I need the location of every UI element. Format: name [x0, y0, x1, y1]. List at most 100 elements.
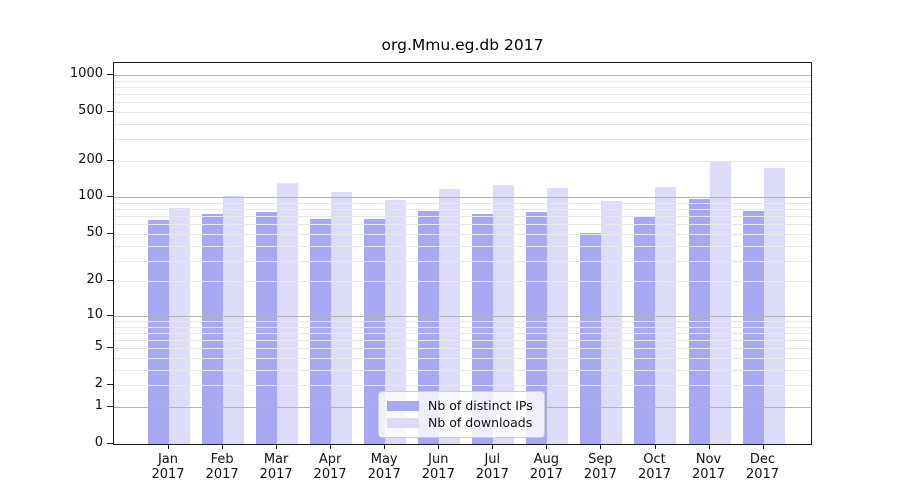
x-tick-mark [330, 445, 332, 449]
bar-apr-downloads [331, 192, 353, 444]
y-tick-label: 2 [94, 376, 103, 392]
y-tick-label: 1 [94, 398, 103, 413]
gridline-major [114, 197, 811, 199]
y-tick-label: 200 [78, 151, 103, 167]
x-tick-label-apr: Apr 2017 [313, 452, 347, 482]
gridline-minor [114, 385, 811, 387]
y-tick-mark [107, 196, 113, 198]
bar-sep-downloads [601, 201, 623, 444]
gridline-minor [114, 209, 811, 211]
x-tick-mark [762, 445, 764, 449]
legend: Nb of distinct IPs Nb of downloads [378, 391, 545, 438]
bar-jan-downloads [169, 207, 190, 444]
y-tick-mark [107, 406, 113, 407]
gridline-minor [114, 160, 811, 162]
gridline-minor [114, 245, 811, 247]
plot-area [113, 62, 812, 445]
gridline-minor [114, 123, 811, 125]
gridline-minor [114, 260, 811, 262]
x-tick-mark [546, 445, 548, 449]
bar-mar-distinct-ips [256, 211, 278, 444]
y-tick-label: 500 [78, 102, 103, 118]
bar-jul-distinct-ips [472, 214, 494, 444]
gridline-minor [114, 111, 811, 113]
bar-feb-distinct-ips [202, 214, 224, 444]
x-tick-mark [222, 445, 224, 449]
x-tick-label-jul: Jul 2017 [475, 452, 509, 482]
bar-jan-distinct-ips [148, 220, 169, 444]
x-tick-label-feb: Feb 2017 [205, 452, 239, 482]
y-tick-label: 0 [94, 435, 103, 450]
gridline-major [114, 74, 811, 76]
gridline-minor [114, 348, 811, 350]
x-tick-label-oct: Oct 2017 [637, 452, 672, 482]
bar-feb-downloads [223, 196, 245, 444]
gridline-major [114, 315, 811, 317]
legend-swatch-downloads [387, 418, 419, 429]
x-tick-mark [654, 445, 656, 449]
bar-dec-downloads [763, 167, 785, 444]
legend-swatch-distinct-ips [387, 400, 419, 411]
y-tick-mark [107, 110, 113, 112]
bar-oct-downloads [655, 186, 677, 444]
bar-mar-downloads [277, 183, 299, 444]
x-tick-mark [438, 445, 440, 449]
gridline-minor [114, 80, 811, 82]
gridline-minor [114, 224, 811, 226]
x-tick-mark [708, 445, 710, 449]
x-tick-mark [168, 445, 169, 449]
gridline-minor [114, 216, 811, 218]
y-tick-label: 50 [86, 224, 103, 240]
y-tick-label: 20 [86, 272, 103, 288]
bar-may-distinct-ips [364, 218, 386, 444]
x-tick-label-nov: Nov 2017 [691, 452, 726, 482]
gridline-minor [114, 326, 811, 328]
y-tick-mark [107, 314, 113, 316]
x-tick-label-jan: Jan 2017 [151, 452, 185, 482]
y-tick-mark [107, 73, 113, 75]
bar-nov-downloads [709, 160, 731, 444]
gridline-minor [114, 93, 811, 95]
y-tick-mark [107, 232, 113, 234]
gridline-minor [114, 332, 811, 334]
y-tick-label: 1000 [69, 65, 103, 81]
gridline-minor [114, 139, 811, 141]
gridline-minor [114, 340, 811, 341]
bar-jul-downloads [493, 185, 515, 444]
x-tick-mark [492, 445, 494, 449]
bar-oct-distinct-ips [634, 217, 656, 444]
y-tick-label: 100 [78, 188, 103, 204]
x-tick-mark [600, 445, 602, 449]
x-tick-mark [276, 445, 278, 449]
x-tick-label-mar: Mar 2017 [259, 452, 293, 482]
gridline-minor [114, 102, 811, 104]
gridline-minor [114, 321, 811, 322]
legend-label-distinct-ips: Nb of distinct IPs [428, 397, 533, 413]
y-tick-mark [107, 347, 113, 349]
legend-item-distinct-ips: Nb of distinct IPs [387, 397, 536, 413]
gridline-minor [114, 86, 811, 88]
gridline-minor [114, 369, 811, 371]
y-tick-label: 5 [94, 339, 103, 355]
bar-sep-distinct-ips [580, 232, 602, 444]
x-tick-mark [384, 445, 386, 449]
y-tick-mark [107, 384, 113, 386]
x-tick-label-dec: Dec 2017 [745, 452, 780, 482]
y-tick-mark [107, 280, 113, 282]
chart-title: org.Mmu.eg.db 2017 [381, 36, 544, 54]
x-tick-label-sep: Sep 2017 [583, 452, 617, 482]
x-tick-label-aug: Aug 2017 [529, 452, 563, 482]
y-tick-mark [107, 443, 113, 444]
legend-item-downloads: Nb of downloads [387, 416, 536, 430]
gridline-minor [114, 281, 811, 283]
legend-label-downloads: Nb of downloads [428, 415, 533, 431]
gridline-minor [114, 203, 811, 204]
x-tick-label-may: May 2017 [367, 452, 401, 482]
gridline-minor [114, 233, 811, 235]
gridline-minor [114, 358, 811, 359]
bar-apr-distinct-ips [310, 219, 332, 444]
y-tick-label: 10 [86, 306, 103, 322]
x-tick-label-jun: Jun 2017 [421, 452, 455, 482]
y-tick-mark [107, 159, 113, 161]
